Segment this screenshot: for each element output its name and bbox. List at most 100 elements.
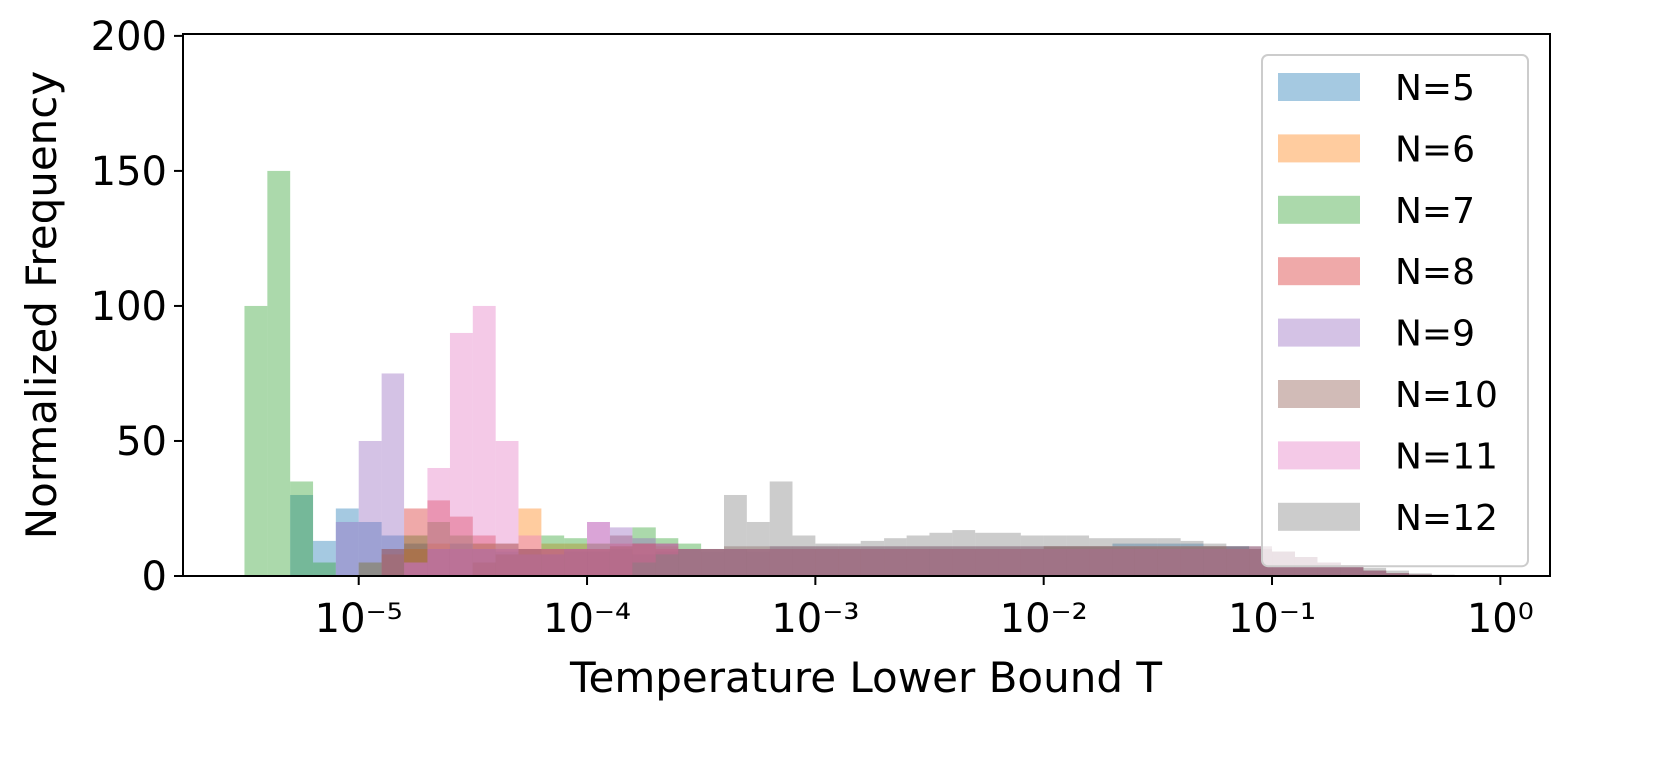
histogram-bar xyxy=(929,548,953,576)
histogram-bar xyxy=(655,538,679,576)
histogram-bar xyxy=(1226,546,1250,576)
histogram-bar xyxy=(769,548,793,576)
legend-label: N=5 xyxy=(1395,68,1475,109)
histogram-bar xyxy=(838,546,861,576)
histogram-bar xyxy=(769,548,793,576)
histogram-bar xyxy=(495,548,519,576)
histogram-bar xyxy=(632,562,656,576)
histogram-bar xyxy=(952,548,976,576)
histogram-bar xyxy=(975,548,999,576)
legend-swatch xyxy=(1278,195,1360,224)
x-tick-label: 10⁰ xyxy=(1467,596,1534,642)
histogram-bar xyxy=(860,548,885,576)
histogram-bar xyxy=(518,554,542,576)
histogram-bar xyxy=(1134,546,1158,576)
histogram-bar xyxy=(724,548,747,576)
histogram-bar xyxy=(860,546,885,576)
histogram-bar xyxy=(381,548,405,576)
histogram-bar xyxy=(792,535,816,576)
histogram-bar xyxy=(1066,548,1090,576)
histogram-bar xyxy=(998,532,1021,576)
histogram-bar xyxy=(678,548,702,576)
histogram-bar xyxy=(655,543,679,576)
histogram-bar xyxy=(358,521,382,576)
histogram-bar xyxy=(518,508,542,576)
histogram-bar xyxy=(701,548,725,576)
histogram-bar xyxy=(815,548,839,576)
histogram-bar xyxy=(587,548,610,576)
histogram-bar xyxy=(381,373,405,576)
histogram-bar xyxy=(906,548,930,576)
histogram-bar xyxy=(1043,546,1067,576)
histogram-bar xyxy=(952,546,976,576)
histogram-bar xyxy=(975,546,999,576)
histogram-bar xyxy=(998,548,1021,576)
histogram-bar xyxy=(404,508,428,576)
histogram-bar xyxy=(632,538,656,576)
histogram-bar xyxy=(998,546,1021,576)
histogram-bar xyxy=(838,548,861,576)
histogram-bar xyxy=(769,481,793,576)
histogram-bar xyxy=(701,548,725,576)
histogram-bar xyxy=(1020,548,1044,576)
histogram-bar xyxy=(746,548,770,576)
histogram-bar xyxy=(884,548,907,576)
legend-label: N=9 xyxy=(1395,314,1475,355)
histogram-bar xyxy=(541,543,565,576)
histogram-bar xyxy=(952,546,976,576)
histogram-bar xyxy=(1363,570,1387,576)
histogram-bar xyxy=(1020,546,1044,576)
histogram-bar xyxy=(1043,548,1067,576)
histogram-bar xyxy=(1363,570,1387,576)
histogram-bar xyxy=(975,548,999,576)
histogram-bar xyxy=(792,548,816,576)
y-axis-label: Normalized Frequency xyxy=(17,71,66,540)
histogram-bar xyxy=(906,548,930,576)
histogram-bar xyxy=(1363,570,1387,576)
histogram-bar xyxy=(1134,548,1158,576)
histogram-bar xyxy=(290,481,314,576)
histogram-bar xyxy=(678,548,702,576)
histogram-bar xyxy=(587,551,610,576)
histogram-bar xyxy=(792,546,816,576)
histogram-bar xyxy=(244,305,268,576)
histogram-bar xyxy=(1340,565,1364,576)
histogram-bar xyxy=(427,543,450,576)
histogram-bar xyxy=(929,548,953,576)
histogram-bar xyxy=(769,546,793,576)
histogram-bar xyxy=(472,548,496,576)
histogram-bar xyxy=(906,546,930,576)
histogram-bar xyxy=(449,548,473,576)
histogram-bar xyxy=(587,521,610,576)
histogram-bar xyxy=(701,548,725,576)
histogram-bar xyxy=(1226,546,1250,576)
histogram-bar xyxy=(495,543,519,576)
histogram-bar xyxy=(906,535,930,576)
y-tick-label: 50 xyxy=(116,419,167,465)
histogram-bar xyxy=(792,546,816,576)
histogram-bar xyxy=(1203,546,1227,576)
histogram-bar xyxy=(884,548,907,576)
y-tick-label: 150 xyxy=(91,149,167,195)
histogram-bar xyxy=(1180,548,1204,576)
histogram-bar xyxy=(358,562,382,576)
histogram-bar xyxy=(1134,546,1158,576)
legend-swatch xyxy=(1278,257,1360,286)
histogram-bar xyxy=(381,535,405,576)
histogram-bar xyxy=(518,548,542,576)
histogram-bar xyxy=(632,554,656,576)
plot-area xyxy=(244,170,1478,576)
histogram-bar xyxy=(998,548,1021,576)
histogram-bar xyxy=(1386,573,1409,576)
histogram-bar xyxy=(472,562,496,576)
histogram-bar xyxy=(472,543,496,576)
histogram-bar xyxy=(1363,570,1387,576)
legend-swatch xyxy=(1278,73,1360,101)
x-axis-label: Temperature Lower Bound T xyxy=(569,653,1162,702)
histogram-bar xyxy=(1203,546,1227,576)
histogram-bar xyxy=(746,548,770,576)
histogram-bar xyxy=(1089,548,1113,576)
histogram-bar xyxy=(541,554,565,576)
histogram-bar xyxy=(427,548,450,576)
histogram-bar xyxy=(724,548,747,576)
